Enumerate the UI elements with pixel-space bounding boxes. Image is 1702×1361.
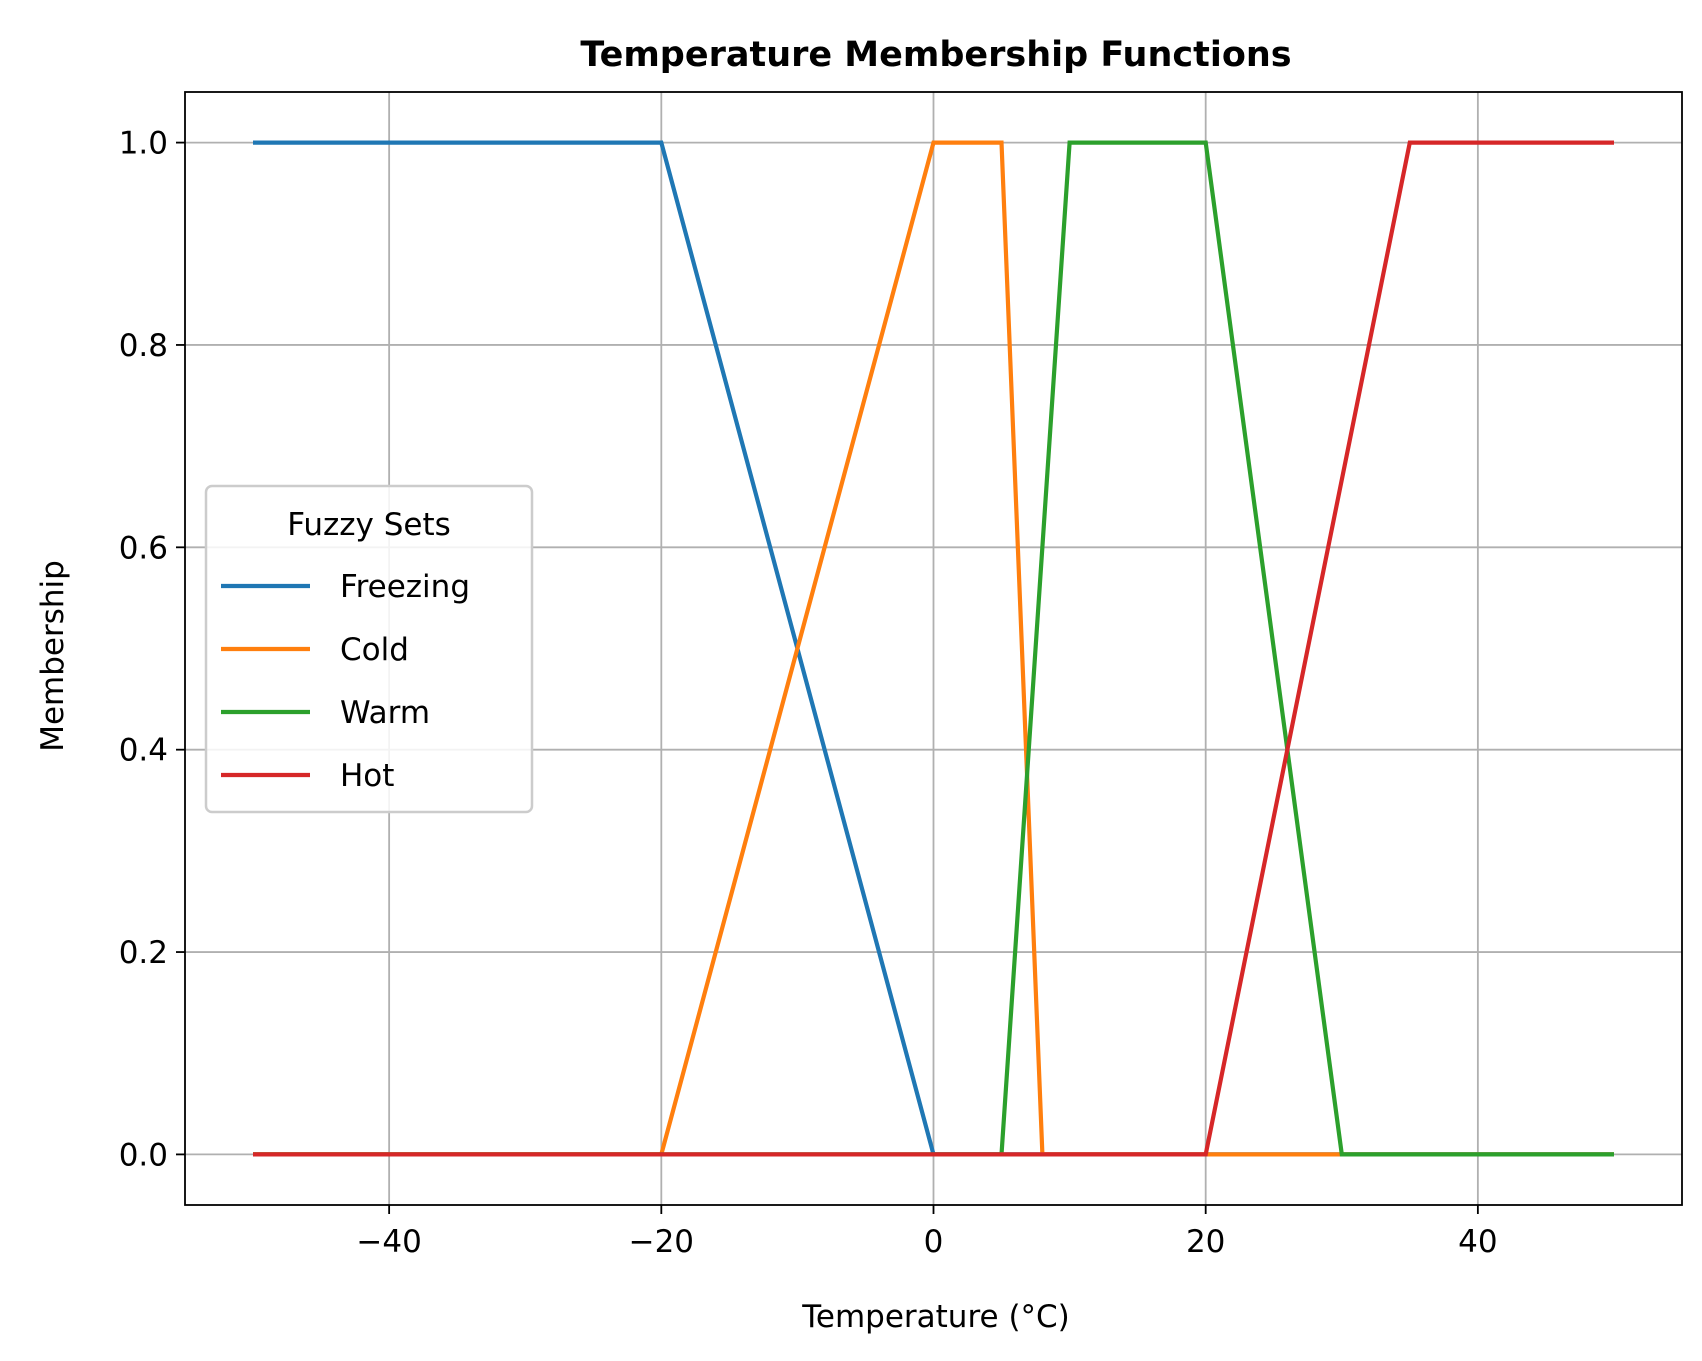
legend-entries: Freezing Cold Warm Hot (221, 569, 470, 794)
y-tick-label: 0.0 (119, 1137, 168, 1173)
y-axis-label: Membership (35, 560, 71, 752)
y-tick-label: 1.0 (119, 126, 168, 162)
series-line-hot (253, 140, 1614, 1157)
legend-label-cold: Cold (340, 632, 409, 668)
y-tick-label: 0.6 (119, 530, 168, 566)
legend-label-freezing: Freezing (340, 569, 470, 605)
y-tick-label: 0.2 (119, 935, 168, 971)
x-tick-label: 40 (1458, 1224, 1497, 1260)
legend-label-warm: Warm (340, 695, 430, 731)
x-tick-label: 20 (1186, 1224, 1225, 1260)
y-tick-label: 0.4 (119, 733, 168, 769)
x-axis-label: Temperature (°C) (801, 1299, 1070, 1335)
series-layer (253, 140, 1614, 1157)
legend: Fuzzy Sets Freezing Cold Warm Hot (204, 484, 534, 814)
y-axis: 0.0 0.2 0.4 0.6 0.8 1.0 (119, 126, 185, 1173)
y-tick-label: 0.8 (119, 328, 168, 364)
x-tick-label: 0 (924, 1224, 944, 1260)
legend-title: Fuzzy Sets (287, 507, 451, 543)
x-tick-label: −20 (629, 1224, 694, 1260)
x-axis: −40 −20 0 20 40 (356, 1205, 1498, 1260)
x-tick-label: −40 (356, 1224, 421, 1260)
chart-title: Temperature Membership Functions (580, 35, 1291, 75)
legend-box (204, 484, 534, 814)
legend-label-hot: Hot (340, 758, 394, 794)
